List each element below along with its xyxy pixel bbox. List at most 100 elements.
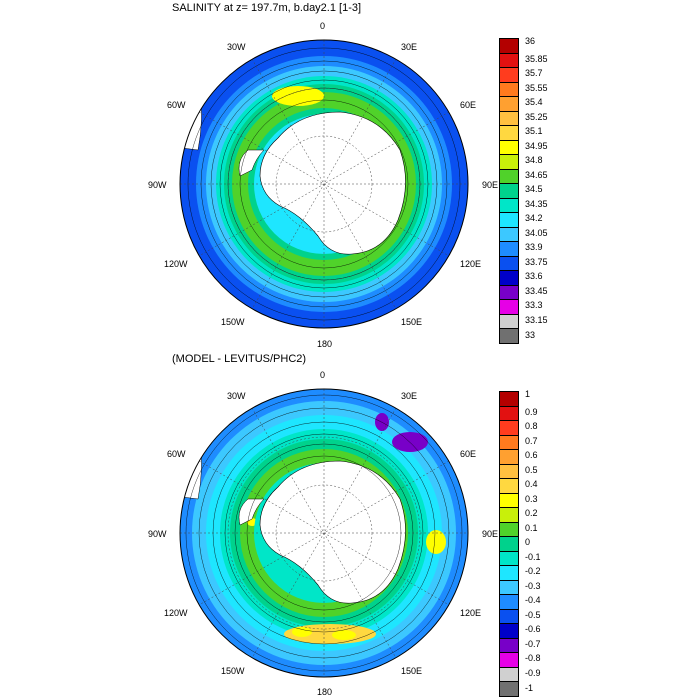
- lon-label-120w: 120W: [164, 608, 188, 618]
- colorbar-swatch: [499, 81, 519, 97]
- lon-label-30e: 30E: [401, 42, 418, 52]
- difference-map-panel: (MODEL - LEVITUS/PHC2): [0, 350, 700, 700]
- colorbar-swatch: [499, 608, 519, 624]
- colorbar-tick-label: 35.25: [525, 111, 548, 122]
- colorbar-tick-label: 0.8: [525, 421, 538, 432]
- graticule: [180, 40, 468, 328]
- lon-label-90e: 90E: [482, 529, 499, 539]
- antarctica-landmass: [259, 111, 406, 255]
- lon-label-150e: 150E: [401, 317, 423, 327]
- colorbar-tick-label: -0.2: [525, 566, 541, 577]
- colorbar-swatch: [499, 110, 519, 126]
- colorbar-swatch: [499, 463, 519, 479]
- colorbar-tick-label: 36: [525, 36, 536, 46]
- colorbar-tick-label: 34.2: [525, 213, 543, 224]
- map-title: (MODEL - LEVITUS/PHC2): [172, 353, 307, 365]
- salinity-map-panel: SALINITY at z= 197.7m, b.day2.1 [1-3]: [148, 2, 548, 349]
- colorbar-swatch: [499, 478, 519, 494]
- colorbar-tick-label: 34.5: [525, 184, 543, 195]
- negative-anomaly: [392, 432, 428, 452]
- negative-anomaly: [186, 620, 214, 640]
- colorbar-swatch: [499, 623, 519, 639]
- colorbar-tick-label: 0.7: [525, 435, 538, 446]
- colorbar-tick-label: -0.1: [525, 551, 541, 562]
- colorbar-tick-label: -0.3: [525, 580, 541, 591]
- colorbar-swatch: [499, 637, 519, 653]
- colorbar-tick-label: -0.6: [525, 624, 541, 635]
- difference-polar-map: [179, 388, 469, 678]
- colorbar-swatch: [499, 241, 519, 257]
- colorbar-swatch: [499, 125, 519, 141]
- colorbar-swatch: [499, 681, 519, 697]
- colorbar-tick-label: -1: [525, 683, 534, 693]
- lon-label-60w: 60W: [167, 100, 186, 110]
- salinity-polar-map: [179, 39, 469, 329]
- colorbar-swatch: [499, 183, 519, 199]
- lon-label-60e: 60E: [460, 100, 477, 110]
- colorbar-tick-label: 0.5: [525, 464, 538, 475]
- lon-label-30w: 30W: [227, 42, 246, 52]
- positive-anomaly: [426, 530, 446, 554]
- negative-anomaly: [375, 413, 389, 431]
- colorbar-swatch: [499, 565, 519, 581]
- colorbar-tick-label: 33.15: [525, 314, 548, 325]
- colorbar-tick-label: 0: [525, 537, 531, 548]
- colorbar-tick-label: -0.9: [525, 667, 541, 678]
- colorbar-tick-label: -0.4: [525, 595, 541, 606]
- lon-label-120w: 120W: [164, 259, 188, 269]
- colorbar-swatch: [499, 391, 519, 407]
- colorbar-tick-label: -0.8: [525, 653, 541, 664]
- antarctica-landmass: [259, 460, 406, 604]
- colorbar-swatch: [499, 434, 519, 450]
- colorbar-swatch: [499, 212, 519, 228]
- colorbar-swatch: [499, 255, 519, 271]
- colorbar-tick-label: 33.6: [525, 271, 543, 282]
- colorbar-tick-label: 0.4: [525, 479, 538, 490]
- colorbar-tick-label: 34.35: [525, 198, 548, 209]
- colorbar-tick-label: 35.4: [525, 97, 543, 108]
- colorbar-swatch: [499, 405, 519, 421]
- colorbar-swatch: [499, 579, 519, 595]
- colorbar-tick-label: -0.7: [525, 638, 541, 649]
- lon-label-0: 0: [320, 370, 326, 380]
- positive-anomaly: [292, 627, 312, 637]
- salinity-colorbar: 36 35.85 35.7 35.55 35.4 35.25 35.1 34.95 34.8 34…: [499, 36, 548, 344]
- colorbar-tick-label: 35.55: [525, 82, 548, 93]
- colorbar-tick-label: 33.75: [525, 256, 548, 267]
- colorbar-swatch: [499, 139, 519, 155]
- colorbar-tick-label: 34.8: [525, 155, 543, 166]
- antarctic-peninsula: [238, 498, 265, 526]
- colorbar-swatch: [499, 594, 519, 610]
- colorbar-swatch: [499, 666, 519, 682]
- colorbar-tick-label: 33.45: [525, 285, 548, 296]
- colorbar-swatch: [499, 299, 519, 315]
- lon-label-0: 0: [320, 21, 326, 31]
- colorbar-swatch: [499, 328, 519, 344]
- lon-label-90w: 90W: [148, 529, 167, 539]
- colorbar-swatch: [499, 536, 519, 552]
- colorbar-tick-label: 0.1: [525, 522, 538, 533]
- lon-label-30e: 30E: [401, 391, 418, 401]
- graticule: [180, 389, 468, 677]
- lon-label-60w: 60W: [167, 449, 186, 459]
- map-title: SALINITY at z= 197.7m, b.day2.1 [1-3]: [172, 2, 362, 14]
- colorbar-swatch: [499, 96, 519, 112]
- colorbar-tick-label: 0.9: [525, 406, 538, 417]
- colorbar-swatch: [499, 652, 519, 668]
- colorbar-tick-label: 34.95: [525, 140, 548, 151]
- lon-label-60e: 60E: [460, 449, 477, 459]
- lon-label-90e: 90E: [482, 180, 499, 190]
- colorbar-swatch: [499, 226, 519, 242]
- colorbar-tick-label: -0.5: [525, 609, 541, 620]
- colorbar-swatch: [499, 270, 519, 286]
- colorbar-tick-label: 1: [525, 389, 531, 399]
- colorbar-swatch: [499, 168, 519, 184]
- colorbar-swatch: [499, 507, 519, 523]
- colorbar-swatch: [499, 492, 519, 508]
- lon-label-180: 180: [317, 687, 333, 697]
- positive-anomaly: [332, 630, 356, 640]
- colorbar-tick-label: 35.1: [525, 126, 543, 137]
- south-america-landmass: [180, 83, 202, 151]
- lon-label-90w: 90W: [148, 180, 167, 190]
- colorbar-swatch: [499, 550, 519, 566]
